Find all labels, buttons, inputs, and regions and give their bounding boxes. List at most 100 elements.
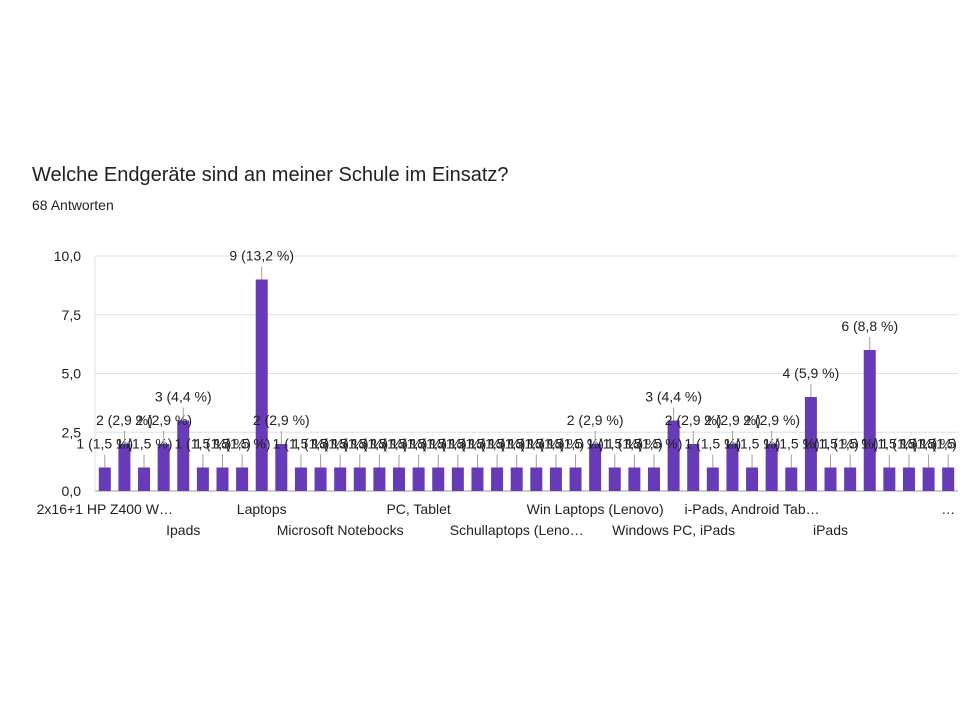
data-label: 1 (1,5 %) (586, 436, 643, 452)
bar[interactable] (353, 467, 366, 492)
data-label: 4 (5,9 %) (782, 365, 839, 381)
data-label: 1 (1,5 %) (410, 436, 467, 452)
data-label: 2 (2,9 %) (96, 412, 153, 428)
bar[interactable] (628, 467, 641, 492)
xtick-layer: 2x16+1 HP Z400 W… Ipads Laptops Microsoft N… (37, 501, 956, 538)
data-label: 1 (1,5 %) (528, 436, 585, 452)
data-label: 1 (1,5 %) (174, 436, 231, 452)
x-tick-label: Windows PC, iPads (612, 522, 735, 538)
y-tick-label: 5,0 (62, 366, 82, 382)
data-label: 1 (1,5 %) (763, 436, 820, 452)
x-tick-label: Laptops (237, 501, 287, 517)
x-tick-label: Microsoft Notebocks (277, 522, 404, 538)
data-label: 1 (1,5 %) (194, 436, 251, 452)
bar[interactable] (883, 467, 896, 492)
bar[interactable] (138, 467, 151, 492)
bar[interactable] (393, 467, 406, 492)
x-tick-label: i-Pads, Android Tab… (684, 501, 819, 517)
x-tick-label: Ipads (166, 522, 200, 538)
data-label: 1 (1,5 %) (606, 436, 663, 452)
bar[interactable] (765, 444, 778, 491)
bar[interactable] (569, 467, 582, 492)
data-label: 1 (1,5 %) (273, 436, 330, 452)
bar[interactable] (922, 467, 935, 492)
data-label: 1 (1,5 %) (881, 436, 938, 452)
bar[interactable] (196, 467, 209, 492)
data-label: 1 (1,5 %) (861, 436, 918, 452)
bar[interactable] (236, 467, 249, 492)
data-label: 1 (1,5 %) (469, 436, 526, 452)
bar[interactable] (785, 467, 798, 492)
data-label: 1 (1,5 %) (390, 436, 447, 452)
bar[interactable] (275, 444, 288, 491)
y-tick-label: 2,5 (62, 424, 82, 440)
bar[interactable] (844, 467, 857, 492)
data-label: 1 (1,5 %) (449, 436, 506, 452)
bar[interactable] (216, 467, 229, 492)
bar[interactable] (373, 467, 386, 492)
data-label: 9 (13,2 %) (229, 248, 294, 264)
data-label: 1 (1,5 %) (724, 436, 781, 452)
axis-layer: 0,0 2,5 5,0 7,5 10,0 (54, 248, 96, 499)
bar[interactable] (726, 444, 739, 491)
bar[interactable] (294, 467, 307, 492)
bar[interactable] (334, 467, 347, 492)
bar[interactable] (255, 279, 268, 492)
data-label: 1 (1,5 %) (292, 436, 349, 452)
data-label: 1 (1,5 %) (626, 436, 683, 452)
data-label: 1 (1,5 %) (76, 436, 133, 452)
bar[interactable] (412, 467, 425, 492)
data-label: 2 (2,9 %) (135, 412, 192, 428)
bar[interactable] (667, 420, 680, 492)
data-label: 1 (1,5 %) (488, 436, 545, 452)
bar[interactable] (863, 350, 876, 491)
bar[interactable] (589, 444, 602, 491)
y-tick-label: 0,0 (62, 483, 82, 499)
bar[interactable] (530, 467, 543, 492)
bar[interactable] (118, 444, 131, 491)
data-label: 1 (1,5 %) (351, 436, 408, 452)
y-tick-label: 10,0 (54, 248, 81, 264)
bar[interactable] (942, 467, 955, 492)
bar[interactable] (608, 467, 621, 492)
bar-layer (98, 279, 955, 492)
bar[interactable] (824, 467, 837, 492)
y-tick-label: 7,5 (62, 307, 82, 323)
data-label: 1 (1,5 %) (900, 436, 957, 452)
bar[interactable] (157, 444, 170, 491)
bar[interactable] (314, 467, 327, 492)
bar[interactable] (471, 467, 484, 492)
bar[interactable] (746, 467, 759, 492)
bar[interactable] (687, 444, 700, 491)
data-label: 2 (2,9 %) (743, 412, 800, 428)
bar[interactable] (549, 467, 562, 492)
bar[interactable] (510, 467, 523, 492)
bar[interactable] (706, 467, 719, 492)
data-label: 1 (1,5 %) (684, 436, 741, 452)
bar[interactable] (804, 397, 817, 491)
bar[interactable] (647, 467, 660, 492)
data-label: 3 (4,4 %) (155, 389, 212, 405)
bar[interactable] (902, 467, 915, 492)
bar[interactable] (491, 467, 504, 492)
data-label: 6 (8,8 %) (841, 318, 898, 334)
chart-title: Welche Endgeräte sind an meiner Schule i… (32, 164, 509, 186)
data-label: 2 (2,9 %) (253, 412, 310, 428)
data-label: 2 (2,9 %) (665, 412, 722, 428)
data-label: 1 (1,5 %) (429, 436, 486, 452)
data-label: 1 (1,5 %) (822, 436, 879, 452)
bar[interactable] (177, 420, 190, 492)
data-label: 1 (1,5 %) (802, 436, 859, 452)
data-label: 1 (1,5 %) (116, 436, 173, 452)
bar[interactable] (451, 467, 464, 492)
data-label: 1 (1,5 %) (331, 436, 388, 452)
data-label: 1 (1,5 %) (508, 436, 565, 452)
x-tick-label: PC, Tablet (386, 501, 450, 517)
bar[interactable] (98, 467, 111, 492)
data-label: 3 (4,4 %) (645, 389, 702, 405)
x-tick-label: iPads (813, 522, 848, 538)
bar[interactable] (432, 467, 445, 492)
label-layer: 1 (1,5 %)2 (2,9 %)1 (1,5 %)2 (2,9 %)3 (4… (76, 248, 960, 468)
x-tick-label: 2x16+1 HP Z400 W… (37, 501, 173, 517)
